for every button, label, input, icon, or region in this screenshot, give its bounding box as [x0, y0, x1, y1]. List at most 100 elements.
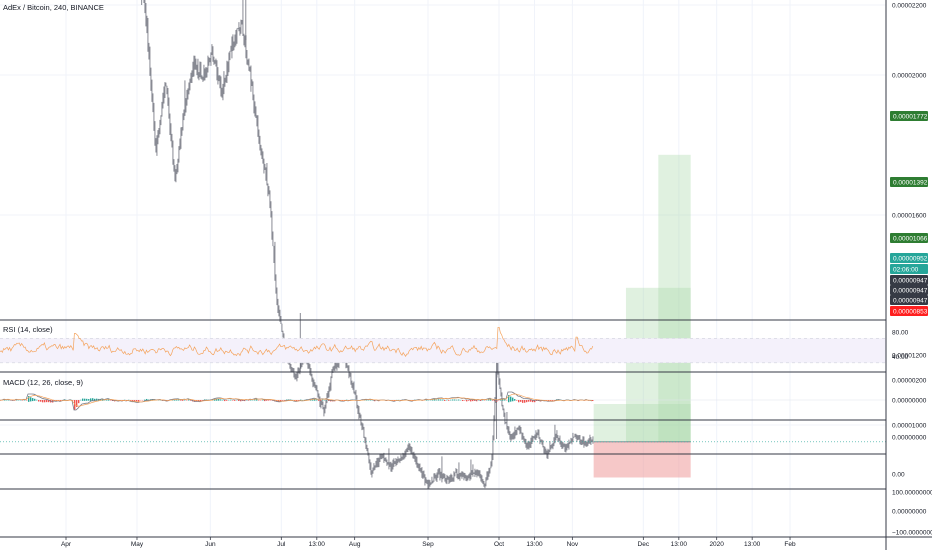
macd-histogram-bar [256, 399, 258, 401]
macd-histogram-bar [316, 399, 318, 401]
macd-histogram-bar [436, 399, 438, 401]
macd-histogram-bar [262, 399, 264, 401]
macd-histogram-bar [130, 400, 132, 401]
price-tag-label: 02:06:00 [893, 267, 919, 274]
macd-histogram-bar [136, 400, 138, 402]
macd-histogram-bar [490, 399, 492, 401]
price-tag-label: 0.00000952 [893, 256, 928, 263]
rsi-pane [0, 326, 886, 364]
macd-histogram-bar [30, 397, 32, 402]
rsi-line [0, 326, 594, 357]
macd-histogram-bar [526, 400, 528, 403]
macd-histogram-bar [442, 399, 444, 401]
price-tag-label: 0.00000853 [893, 309, 928, 316]
chart-grid [0, 0, 886, 537]
macd-histogram-bar [512, 397, 514, 402]
rsi-tick-label: 40.00 [892, 354, 909, 361]
price-tag-label: 0.00000947 [893, 288, 928, 295]
macd-histogram-bar [268, 400, 270, 401]
macd-histogram-bar [144, 399, 146, 401]
macd-histogram-bar [138, 400, 140, 402]
macd-histogram-bar [434, 399, 436, 401]
macd-histogram-bar [438, 399, 440, 401]
macd-histogram-bar [46, 400, 48, 403]
macd-histogram-bar [132, 400, 134, 402]
time-tick-label: Jul [277, 541, 286, 548]
macd-histogram-bar [230, 399, 232, 401]
pane-tick-label: −100.00000000 [892, 530, 932, 537]
macd-histogram-bar [534, 400, 536, 403]
time-tick-label: May [131, 541, 144, 548]
macd-histogram-bar [264, 400, 266, 402]
time-scale[interactable]: Apr May Jun Jul 13:00 Aug Sep Oct 13:00 Nov Dec 13:… [61, 537, 796, 548]
price-tag-label: 0.00001772 [893, 114, 928, 121]
macd-histogram-bar [232, 400, 234, 401]
price-scale[interactable]: 0.000024000.000022000.000020000.00001600… [892, 0, 932, 537]
time-tick-label: 13:00 [671, 541, 688, 548]
macd-histogram-bar [492, 400, 494, 401]
macd-histogram-bar [552, 400, 554, 401]
price-tags: 0.00001772 0.00001392 0.00001066 0.00000952… [890, 111, 928, 316]
macd-histogram-bar [148, 399, 150, 401]
macd-histogram-bar [458, 399, 460, 401]
macd-histogram-bar [224, 400, 226, 402]
macd-histogram-bar [470, 400, 472, 402]
macd-histogram-bar [454, 399, 456, 401]
macd-histogram-bar [502, 399, 504, 401]
time-tick-label: 13:00 [309, 541, 326, 548]
pane-tick-label: 100.00000000 [892, 490, 932, 497]
macd-histogram-bar [124, 399, 126, 401]
macd-histogram-bar [108, 399, 110, 401]
macd-legend[interactable]: MACD (12, 26, close, 9) [3, 378, 84, 387]
macd-histogram-bar [88, 399, 90, 401]
macd-histogram-bar [504, 399, 506, 401]
macd-histogram-bar [222, 399, 224, 401]
long-position-tool[interactable] [593, 154, 691, 478]
macd-histogram-bar [14, 400, 16, 401]
macd-histogram-bar [296, 400, 298, 402]
macd-histogram-bar [524, 400, 526, 403]
pane-tick-label: 0.00 [892, 472, 905, 479]
macd-histogram-bar [38, 400, 40, 402]
macd-histogram-bar [254, 399, 256, 401]
signal-line [0, 393, 593, 407]
macd-histogram-bar [276, 400, 278, 402]
profit-zone-1 [593, 404, 691, 442]
macd-histogram-bar [84, 398, 86, 401]
macd-histogram-bar [476, 400, 478, 402]
macd-histogram-bar [322, 399, 324, 401]
macd-histogram-bar [188, 399, 190, 401]
macd-histogram-bar [446, 399, 448, 401]
rsi-legend[interactable]: RSI (14, close) [3, 325, 53, 334]
macd-histogram-bar [520, 400, 522, 402]
price-tag [890, 233, 928, 243]
macd-histogram-bar [86, 398, 88, 401]
symbol-title[interactable]: AdEx / Bitcoin, 240, BINANCE [3, 3, 104, 12]
price-tick-label: 0.00002200 [892, 3, 927, 10]
macd-histogram-bar [74, 400, 76, 410]
macd-histogram-bar [216, 398, 218, 401]
macd-histogram-bar [300, 399, 302, 401]
macd-histogram-bar [90, 398, 92, 401]
macd-histogram-bar [6, 399, 8, 401]
macd-histogram-bar [240, 400, 242, 402]
macd-histogram-bar [488, 399, 490, 401]
macd-histogram-bar [226, 400, 228, 401]
macd-histogram-bar [128, 399, 130, 401]
time-tick-label: 2020 [709, 541, 724, 548]
macd-histogram-bar [180, 400, 182, 401]
macd-histogram-bar [76, 400, 78, 407]
macd-histogram-bar [32, 398, 34, 402]
macd-histogram-bar [238, 400, 240, 401]
time-tick-label: Feb [784, 541, 796, 548]
macd-histogram-bar [536, 400, 538, 401]
macd-histogram-bar [200, 400, 202, 402]
macd-histogram-bar [176, 399, 178, 401]
macd-histogram-bar [72, 400, 74, 401]
macd-histogram-bar [528, 400, 530, 402]
time-tick-label: Oct [494, 541, 504, 548]
macd-histogram-bar [312, 399, 314, 401]
macd-histogram-bar [42, 400, 44, 403]
